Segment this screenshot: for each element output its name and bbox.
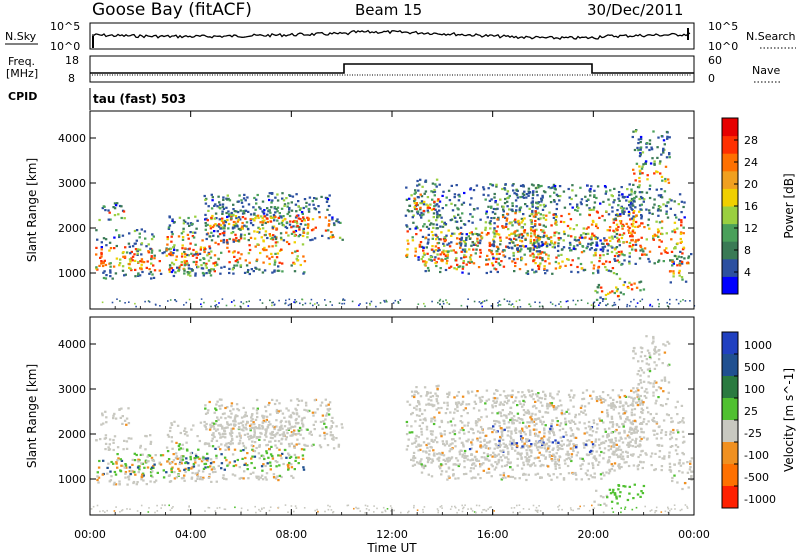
- frequency-trace: [90, 63, 694, 74]
- power-colorbar-tick: 4: [744, 266, 751, 279]
- noise-right-tick-top: 10^5: [708, 20, 738, 33]
- x-tick-label: 16:00: [477, 528, 509, 541]
- y-tick-label: 1000: [58, 267, 86, 280]
- power-colorbar-segment: [722, 223, 738, 242]
- freq-label-2: [MHz]: [6, 67, 38, 80]
- velocity-y-axis: 1000 2000 3000 4000: [58, 338, 694, 486]
- velocity-colorbar-segment: [722, 464, 738, 487]
- y-tick-label: 3000: [58, 177, 86, 190]
- x-tick-label: 00:00: [74, 528, 106, 541]
- velocity-colorbar-segment: [722, 420, 738, 443]
- power-colorbar-segment: [722, 276, 738, 295]
- velocity-colorbar: 1000 500 100 25 -25 -100 -500 -1000 Velocity [m…: [721, 331, 796, 509]
- power-heatmap: [95, 129, 696, 308]
- y-tick-label: 3000: [58, 383, 86, 396]
- noise-panel: N.Sky 10^5 10^0 10^5 10^0 N.Search: [5, 20, 796, 53]
- velocity-colorbar-segment: [722, 354, 738, 377]
- x-axis-label: Time UT: [366, 541, 417, 554]
- velocity-heatmap: [90, 335, 694, 514]
- velocity-colorbar-tick: -25: [744, 427, 762, 440]
- power-colorbar-segment: [722, 241, 738, 260]
- nave-right-tick-bottom: 0: [708, 72, 715, 85]
- velocity-ylabel: Slant Range [km]: [25, 364, 39, 468]
- power-colorbar-tick: 12: [744, 222, 758, 235]
- freq-left-tick-bottom: 8: [68, 72, 75, 85]
- velocity-colorbar-tick: -100: [744, 449, 769, 462]
- velocity-colorbar-segment: [722, 398, 738, 421]
- power-y-axis: 1000 2000 3000 4000: [58, 132, 694, 280]
- power-colorbar-tick: 24: [744, 156, 758, 169]
- power-colorbar: 4 8 12 16 20 24 28 Power [dB]: [721, 117, 796, 295]
- velocity-colorbar-tick: 25: [744, 405, 758, 418]
- power-colorbar-segment: [722, 188, 738, 207]
- power-x-ticks: [89, 111, 695, 309]
- y-tick-label: 4000: [58, 338, 86, 351]
- noise-sky-label: N.Sky: [5, 30, 37, 43]
- frequency-panel: Freq. [MHz] 18 8 60 0 Nave: [6, 54, 780, 85]
- velocity-colorbar-segment: [722, 486, 738, 509]
- power-colorbar-tick: 8: [744, 244, 751, 257]
- velocity-colorbar-segment: [722, 332, 738, 355]
- velocity-colorbar-segment: [722, 376, 738, 399]
- cpid-value: tau (fast) 503: [93, 92, 186, 106]
- y-tick-label: 2000: [58, 222, 86, 235]
- power-colorbar-segment: [722, 135, 738, 154]
- power-colorbar-tick: 20: [744, 178, 758, 191]
- power-colorbar-segment: [722, 118, 738, 137]
- power-panel: 1000 2000 3000 4000 Slant Range [km]: [25, 110, 696, 310]
- power-colorbar-segment: [722, 206, 738, 225]
- date-title: 30/Dec/2011: [587, 1, 683, 19]
- velocity-colorbar-tick: -1000: [744, 493, 776, 506]
- freq-label-1: Freq.: [8, 55, 35, 68]
- x-tick-label: 12:00: [376, 528, 408, 541]
- velocity-colorbar-label: Velocity [m s^-1]: [782, 368, 796, 472]
- noise-left-tick-bottom: 10^0: [50, 40, 80, 53]
- noise-sky-trace: [91, 29, 691, 41]
- x-tick-label: 04:00: [175, 528, 207, 541]
- power-colorbar-label: Power [dB]: [782, 173, 796, 238]
- x-tick-label: 08:00: [275, 528, 307, 541]
- freq-left-tick-top: 18: [65, 54, 79, 67]
- x-tick-label: 20:00: [577, 528, 609, 541]
- velocity-colorbar-segment: [722, 442, 738, 465]
- station-title: Goose Bay (fitACF): [92, 0, 252, 20]
- velocity-colorbar-tick: 1000: [744, 339, 772, 352]
- nave-right-tick-top: 60: [708, 54, 722, 67]
- power-colorbar-segment: [722, 258, 738, 277]
- noise-right-tick-bottom: 10^0: [708, 40, 738, 53]
- power-colorbar-segment: [722, 170, 738, 189]
- velocity-colorbar-tick: -500: [744, 471, 769, 484]
- power-colorbar-tick: 28: [744, 134, 758, 147]
- y-tick-label: 1000: [58, 473, 86, 486]
- x-tick-label: 00:00: [678, 528, 710, 541]
- velocity-panel: 1000 2000 3000 4000 00:00 04:00 08:00 12:00 16:…: [25, 316, 710, 554]
- cpid-label: CPID: [8, 90, 37, 103]
- y-tick-label: 2000: [58, 428, 86, 441]
- noise-left-tick-top: 10^5: [50, 20, 80, 33]
- velocity-colorbar-tick: 500: [744, 361, 765, 374]
- beam-title: Beam 15: [355, 1, 422, 19]
- nave-label: Nave: [752, 64, 780, 77]
- y-tick-label: 4000: [58, 132, 86, 145]
- power-colorbar-tick: 16: [744, 200, 758, 213]
- noise-search-label: N.Search: [746, 30, 796, 43]
- velocity-colorbar-tick: 100: [744, 383, 765, 396]
- power-ylabel: Slant Range [km]: [25, 158, 39, 262]
- time-x-axis: 00:00 04:00 08:00 12:00 16:00 20:00 00:00: [74, 317, 710, 541]
- power-colorbar-segment: [722, 153, 738, 172]
